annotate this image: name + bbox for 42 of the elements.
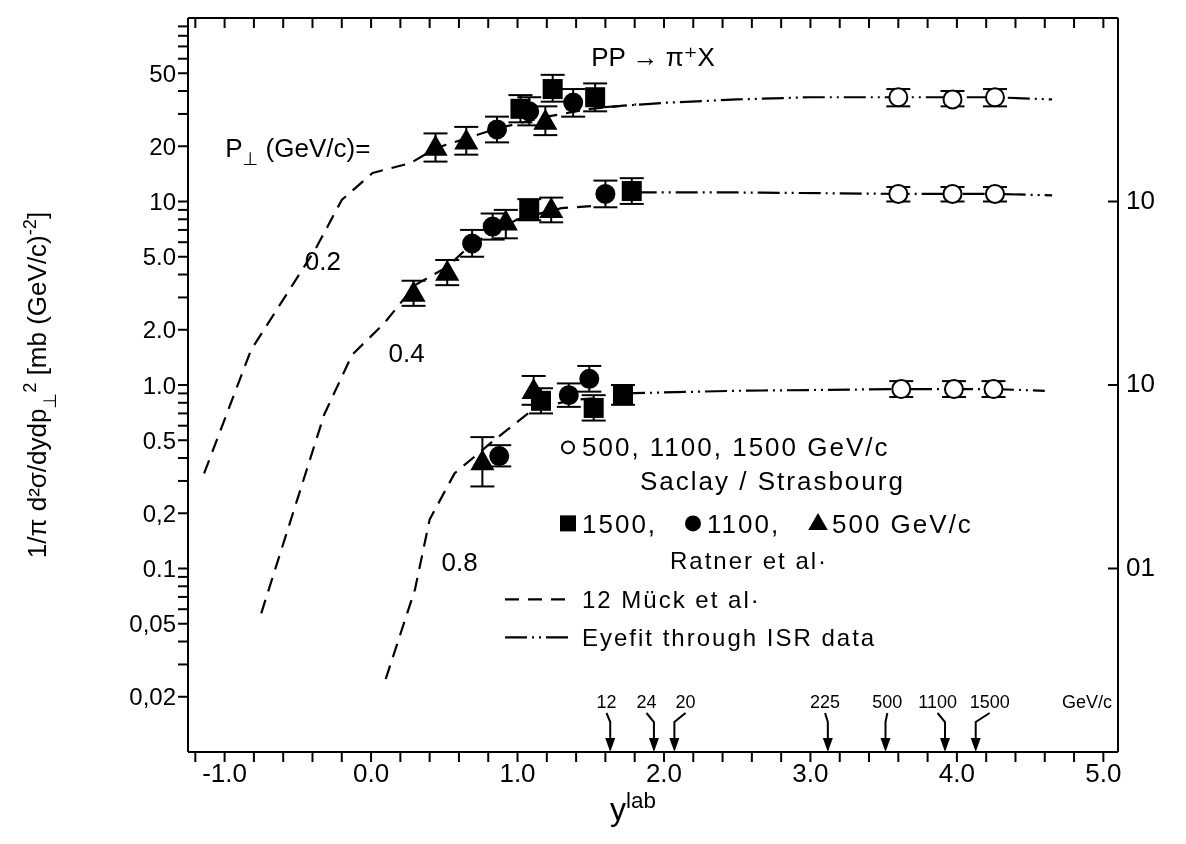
annotation: GeV/c xyxy=(1061,692,1112,712)
y-tick-label: 50 xyxy=(149,59,176,87)
annotation: 225 xyxy=(810,692,841,712)
x-tick-label: 0.0 xyxy=(352,758,390,789)
legend-label: 1100, xyxy=(707,509,781,540)
annotation: P$_{⊥}$ (GeV/c)= xyxy=(225,132,371,169)
text: 10 xyxy=(1126,367,1155,398)
y-tick-label: 0.5 xyxy=(142,426,176,454)
x-tick-label: 2.0 xyxy=(645,758,683,789)
annotation: 24 xyxy=(636,692,657,712)
annotation: 0.4 xyxy=(388,337,425,368)
annotation: 1100 xyxy=(918,692,957,712)
legend-label: 12 Mück et al· xyxy=(582,586,761,614)
legend-label: 500 GeV/c xyxy=(832,509,973,540)
legend-label: Eyefit through ISR data xyxy=(582,624,877,652)
y-tick-label: 10 xyxy=(149,188,176,216)
annotation: 1500 xyxy=(969,692,1010,712)
y-tick-label: 0.1 xyxy=(142,555,176,583)
x-tick-label: -1.0 xyxy=(202,758,248,789)
y-tick-label: 20 xyxy=(149,132,176,160)
annotation: Ratner et al· xyxy=(670,547,829,575)
y-tick-label: 0,02 xyxy=(129,683,176,711)
legend-label: 1500, xyxy=(582,509,658,540)
annotation: 0.2 xyxy=(304,246,341,277)
y-tick-label: 1.0 xyxy=(142,371,176,399)
annotation: 20 xyxy=(675,692,696,712)
annotation: 12 xyxy=(596,692,617,712)
text: 10 xyxy=(1126,184,1155,215)
y-tick-label: 5.0 xyxy=(142,243,176,271)
annotation: 0.8 xyxy=(441,546,478,577)
x-tick-label: 3.0 xyxy=(792,758,829,789)
x-axis-title: y$^{lab}$ xyxy=(610,787,656,827)
text: 01 xyxy=(1126,551,1155,582)
annotation: 500 xyxy=(872,692,903,712)
text: PP → π⁺X xyxy=(591,42,715,72)
y-tick-label: 2.0 xyxy=(142,316,176,344)
x-tick-label: 1.0 xyxy=(499,758,536,789)
x-tick-label: 4.0 xyxy=(938,758,975,789)
y-tick-label: 0,2 xyxy=(142,499,176,527)
legend-label: 500, 1100, 1500 GeV/c Saclay / Strasbourg xyxy=(582,432,905,497)
x-tick-label: 5.0 xyxy=(1085,758,1122,789)
y-tick-label: 0,05 xyxy=(129,610,176,638)
